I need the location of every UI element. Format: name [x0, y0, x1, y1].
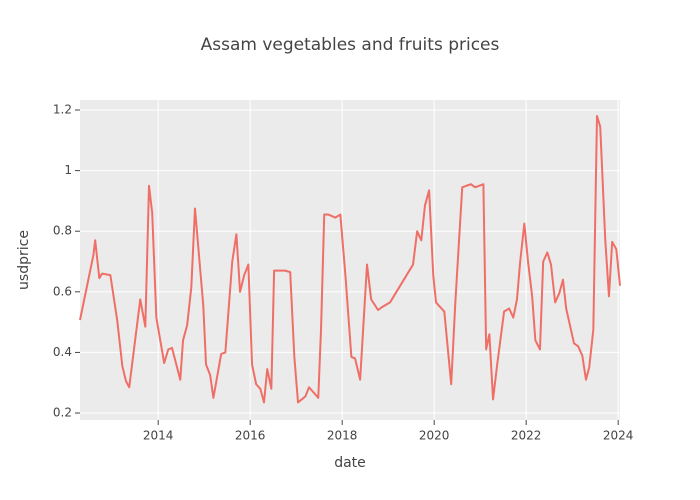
- data-line: [79, 115, 621, 404]
- plot-area: [80, 100, 620, 420]
- y-tick-label: 0.8: [53, 224, 72, 238]
- x-tick-label: 2018: [327, 429, 358, 443]
- x-tick-label: 2014: [143, 429, 174, 443]
- y-tick-label: 0.6: [53, 284, 72, 298]
- x-tick-label: 2024: [603, 429, 634, 443]
- chart-title: Assam vegetables and fruits prices: [201, 35, 500, 55]
- y-tick-label: 1: [64, 163, 72, 177]
- x-axis-title: date: [334, 455, 366, 471]
- x-tick-label: 2016: [235, 429, 266, 443]
- y-axis-title: usdprice: [16, 230, 32, 290]
- x-tick-label: 2020: [419, 429, 450, 443]
- y-tick-label: 0.2: [53, 406, 72, 420]
- y-tick-label: 0.4: [53, 345, 72, 359]
- y-tick-label: 1.2: [53, 103, 72, 117]
- x-tick-label: 2022: [511, 429, 542, 443]
